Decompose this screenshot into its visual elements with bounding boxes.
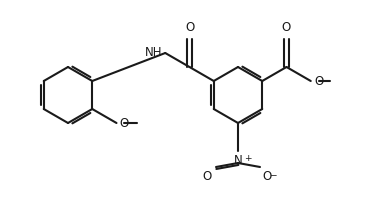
Text: O: O (185, 21, 194, 34)
Text: −: − (269, 170, 277, 179)
Text: O: O (262, 170, 271, 183)
Text: O: O (315, 74, 324, 88)
Text: N: N (234, 154, 242, 167)
Text: O: O (120, 116, 129, 129)
Text: O: O (282, 21, 291, 34)
Text: +: + (244, 154, 251, 163)
Text: NH: NH (145, 46, 162, 58)
Text: O: O (203, 170, 212, 183)
